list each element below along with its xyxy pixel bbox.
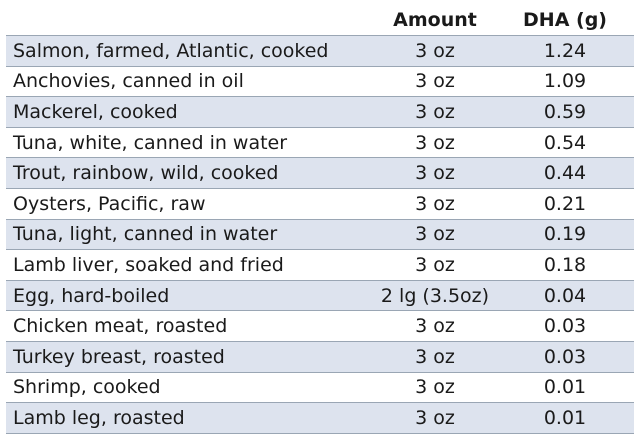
amount-cell: 3 oz — [415, 162, 455, 185]
dha-cell: 0.04 — [543, 284, 587, 307]
amount-cell: 3 oz — [415, 315, 455, 338]
food-cell: Salmon, farmed, Atlantic, cooked — [13, 39, 329, 62]
amount-cell: 3 oz — [415, 100, 455, 123]
table-row: Mackerel, cooked 3 oz 0.59 — [6, 96, 634, 127]
table-row: Salmon, farmed, Atlantic, cooked 3 oz 1.… — [6, 35, 634, 66]
food-cell: Shrimp, cooked — [13, 376, 161, 399]
amount-cell: 3 oz — [415, 192, 455, 215]
header-amount: Amount — [393, 8, 477, 31]
dha-cell: 0.03 — [543, 315, 587, 338]
food-cell: Lamb leg, roasted — [13, 406, 185, 429]
table-header: Amount DHA (g) — [6, 4, 634, 35]
amount-cell: 2 lg (3.5oz) — [380, 284, 490, 307]
food-cell: Oysters, Pacific, raw — [13, 192, 206, 215]
amount-cell: 3 oz — [415, 131, 455, 154]
dha-cell: 0.18 — [543, 253, 587, 276]
dha-table: Amount DHA (g) Salmon, farmed, Atlantic,… — [6, 4, 634, 434]
dha-cell: 0.01 — [543, 376, 587, 399]
table-row: Trout, rainbow, wild, cooked 3 oz 0.44 — [6, 157, 634, 188]
dha-cell: 1.24 — [543, 39, 587, 62]
dha-cell: 0.44 — [543, 162, 587, 185]
dha-cell: 0.19 — [543, 223, 587, 246]
table-row: Lamb leg, roasted 3 oz 0.01 — [6, 402, 634, 434]
table-row: Chicken meat, roasted 3 oz 0.03 — [6, 310, 634, 341]
dha-cell: 0.03 — [543, 345, 587, 368]
amount-cell: 3 oz — [415, 345, 455, 368]
table-row: Anchovies, canned in oil 3 oz 1.09 — [6, 65, 634, 97]
table-row: Oysters, Pacific, raw 3 oz 0.21 — [6, 187, 634, 219]
amount-cell: 3 oz — [415, 39, 455, 62]
food-cell: Trout, rainbow, wild, cooked — [13, 162, 279, 185]
food-cell: Tuna, light, canned in water — [13, 223, 278, 246]
header-dha: DHA (g) — [523, 8, 607, 31]
table-row: Tuna, white, canned in water 3 oz 0.54 — [6, 126, 634, 158]
dha-cell: 1.09 — [543, 70, 587, 93]
dha-cell: 0.59 — [543, 100, 587, 123]
table-row: Turkey breast, roasted 3 oz 0.03 — [6, 340, 634, 372]
table-row: Lamb liver, soaked and fried 3 oz 0.18 — [6, 249, 634, 280]
food-cell: Mackerel, cooked — [13, 100, 178, 123]
amount-cell: 3 oz — [415, 376, 455, 399]
amount-cell: 3 oz — [415, 253, 455, 276]
amount-cell: 3 oz — [415, 406, 455, 429]
amount-cell: 3 oz — [415, 70, 455, 93]
table-row: Tuna, light, canned in water 3 oz 0.19 — [6, 218, 634, 250]
food-cell: Lamb liver, soaked and fried — [13, 253, 284, 276]
food-cell: Tuna, white, canned in water — [13, 131, 288, 154]
food-cell: Turkey breast, roasted — [13, 345, 225, 368]
food-cell: Anchovies, canned in oil — [13, 70, 244, 93]
amount-cell: 3 oz — [415, 223, 455, 246]
food-cell: Chicken meat, roasted — [13, 315, 228, 338]
table-row: Shrimp, cooked 3 oz 0.01 — [6, 371, 634, 403]
food-cell: Egg, hard-boiled — [13, 284, 170, 307]
table-row: Egg, hard-boiled 2 lg (3.5oz) 0.04 — [6, 279, 634, 311]
dha-cell: 0.01 — [543, 406, 587, 429]
dha-cell: 0.54 — [543, 131, 587, 154]
dha-cell: 0.21 — [543, 192, 587, 215]
